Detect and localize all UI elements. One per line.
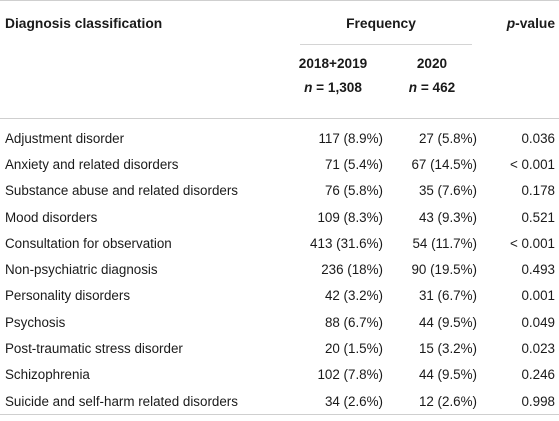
group2-n: n = 462 xyxy=(384,76,480,100)
frequency-2020-cell: 44 (9.5%) xyxy=(418,367,477,383)
table-header: Diagnosis classification Frequency p-val… xyxy=(0,0,559,119)
frequency-2018-2019-cell: 76 (5.8%) xyxy=(324,183,383,199)
group-header-2018-2019: 2018+2019 n = 1,308 xyxy=(282,45,384,119)
group1-n-symbol: n xyxy=(304,80,313,95)
frequency-2020-cell: 54 (11.7%) xyxy=(412,235,477,251)
group1-n: n = 1,308 xyxy=(282,76,384,100)
table-row: Substance abuse and related disorders 76… xyxy=(0,178,559,204)
frequency-2018-2019-cell: 117 (8.9%) xyxy=(318,130,383,146)
frequency-2020-cell: 27 (5.8%) xyxy=(418,130,477,146)
group2-n-value: = 462 xyxy=(417,80,456,95)
pvalue-cell: 0.493 xyxy=(521,262,555,278)
table-row: Non-psychiatric diagnosis 236 (18%) 90 (… xyxy=(0,256,559,282)
table-row: Adjustment disorder 117 (8.9%) 27 (5.8%)… xyxy=(0,119,559,152)
frequency-label: Frequency xyxy=(346,15,416,31)
pvalue-cell: 0.246 xyxy=(521,367,555,383)
group-header-2020: 2020 n = 462 xyxy=(384,45,480,119)
frequency-2020-cell: 15 (3.2%) xyxy=(418,341,477,357)
pvalue-cell: 0.178 xyxy=(521,183,555,199)
pvalue-cell: 0.049 xyxy=(521,314,555,330)
header-row-main: Diagnosis classification Frequency p-val… xyxy=(0,0,559,46)
table-row: Suicide and self-harm related disorders … xyxy=(0,387,559,416)
diagnosis-cell: Consultation for observation xyxy=(5,235,172,251)
diagnosis-cell: Personality disorders xyxy=(5,288,131,304)
frequency-2018-2019-cell: 102 (7.8%) xyxy=(317,367,383,383)
pvalue-cell: < 0.001 xyxy=(509,156,555,172)
table-row: Schizophrenia 102 (7.8%) 44 (9.5%) 0.246 xyxy=(0,362,559,388)
group2-label: 2020 xyxy=(416,56,448,71)
frequency-2018-2019-cell: 71 (5.4%) xyxy=(324,156,383,172)
table-row: Anxiety and related disorders 71 (5.4%) … xyxy=(0,151,559,177)
frequency-2018-2019-cell: 34 (2.6%) xyxy=(282,387,384,416)
column-header-diagnosis: Diagnosis classification xyxy=(5,15,163,31)
group2-n-symbol: n xyxy=(408,80,418,95)
table-row: Post-traumatic stress disorder 20 (1.5%)… xyxy=(0,335,559,361)
pvalue-suffix: -value xyxy=(515,15,555,31)
header-spacer xyxy=(0,45,282,119)
group1-label: 2018+2019 xyxy=(298,56,368,71)
diagnosis-cell: Non-psychiatric diagnosis xyxy=(5,262,158,278)
column-header-pvalue: p-value xyxy=(480,1,559,46)
pvalue-cell: 0.998 xyxy=(480,387,559,416)
pvalue-cell: 0.001 xyxy=(521,288,555,304)
diagnosis-cell: Psychosis xyxy=(5,314,66,330)
diagnosis-cell: Schizophrenia xyxy=(5,367,90,383)
frequency-2020-cell: 67 (14.5%) xyxy=(411,156,477,172)
frequency-2018-2019-cell: 109 (8.3%) xyxy=(317,209,383,225)
diagnosis-cell: Anxiety and related disorders xyxy=(5,156,179,172)
frequency-2018-2019-cell: 88 (6.7%) xyxy=(324,314,383,330)
pvalue-cell: < 0.001 xyxy=(509,235,555,251)
frequency-2018-2019-cell: 236 (18%) xyxy=(321,262,383,278)
frequency-2020-cell: 12 (2.6%) xyxy=(384,387,480,416)
diagnosis-cell: Substance abuse and related disorders xyxy=(5,183,239,199)
pvalue-cell: 0.036 xyxy=(521,130,555,146)
table-row: Mood disorders 109 (8.3%) 43 (9.3%) 0.52… xyxy=(0,204,559,230)
frequency-2020-cell: 90 (19.5%) xyxy=(411,262,477,278)
header-spacer-pvalue xyxy=(480,45,559,119)
pvalue-cell: 0.521 xyxy=(521,209,555,225)
group1-n-value: = 1,308 xyxy=(312,80,362,95)
diagnosis-cell: Mood disorders xyxy=(5,209,98,225)
frequency-2020-cell: 43 (9.3%) xyxy=(418,209,477,225)
frequency-2020-cell: 44 (9.5%) xyxy=(418,314,477,330)
header-row-groups: 2018+2019 n = 1,308 2020 n = 462 xyxy=(0,45,559,119)
diagnosis-cell: Post-traumatic stress disorder xyxy=(5,341,183,357)
frequency-2018-2019-cell: 413 (31.6%) xyxy=(310,235,383,251)
frequency-2020-cell: 31 (6.7%) xyxy=(418,288,477,304)
table-row: Psychosis 88 (6.7%) 44 (9.5%) 0.049 xyxy=(0,309,559,335)
table-body: Adjustment disorder 117 (8.9%) 27 (5.8%)… xyxy=(0,119,559,416)
frequency-span-rule xyxy=(300,44,472,45)
pvalue-italic-p: p xyxy=(506,15,516,31)
frequency-2018-2019-cell: 20 (1.5%) xyxy=(324,341,383,357)
diagnosis-cell: Suicide and self-harm related disorders xyxy=(0,387,282,416)
table-row: Personality disorders 42 (3.2%) 31 (6.7%… xyxy=(0,283,559,309)
frequency-2018-2019-cell: 42 (3.2%) xyxy=(324,288,383,304)
frequency-2020-cell: 35 (7.6%) xyxy=(418,183,477,199)
pvalue-cell: 0.023 xyxy=(521,341,555,357)
column-header-frequency: Frequency xyxy=(282,1,480,45)
diagnosis-cell: Adjustment disorder xyxy=(5,130,125,146)
table-row: Consultation for observation 413 (31.6%)… xyxy=(0,230,559,256)
